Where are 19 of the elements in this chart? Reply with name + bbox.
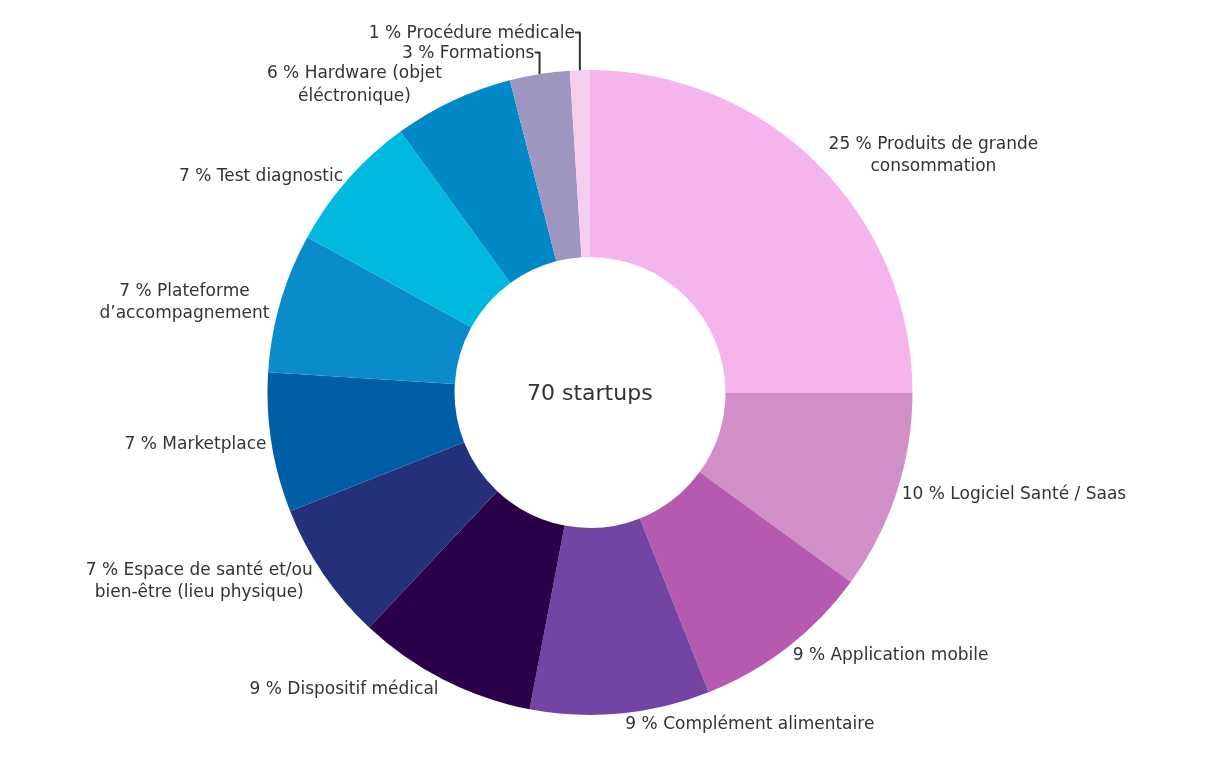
text: 70 startups bbox=[527, 380, 653, 405]
slice-label: 7 % Espace de santé et/ou bien-être (lieu physique) bbox=[85, 559, 313, 602]
slice-label: 7 % Plateforme d’accompagnement bbox=[99, 279, 270, 322]
slice-label: 7 % Marketplace bbox=[124, 433, 267, 454]
slice-label: 1 % Procédure médicale bbox=[368, 22, 575, 43]
slice-label: 6 % Hardware (objet éléctronique) bbox=[266, 62, 443, 105]
donut-slice bbox=[529, 518, 709, 715]
slice-label: 9 % Application mobile bbox=[792, 643, 989, 664]
donut-slice bbox=[267, 372, 465, 512]
slice-label: 10 % Logiciel Santé / Saas bbox=[901, 483, 1127, 504]
slice-label: 9 % Dispositif médical bbox=[249, 677, 439, 698]
slice-label: 3 % Formations bbox=[401, 42, 535, 63]
slice-label: 9 % Complément alimentaire bbox=[625, 713, 875, 734]
donut-slice bbox=[509, 70, 582, 262]
donut-slice bbox=[268, 237, 472, 384]
slice-label: 25 % Produits de grande consommation bbox=[828, 132, 1039, 175]
donut-slice bbox=[569, 70, 590, 258]
slice-label: 7 % Test diagnostic bbox=[178, 164, 344, 185]
donut-slice bbox=[369, 491, 565, 710]
